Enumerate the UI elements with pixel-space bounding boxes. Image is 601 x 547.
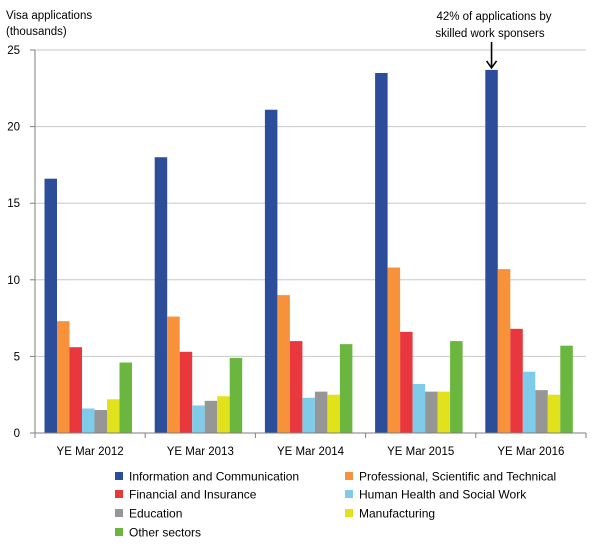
bar-manufacturing-ye-mar-2015	[437, 391, 451, 433]
bar-human-health-and-social-work-ye-mar-2012	[82, 408, 95, 433]
bar-manufacturing-ye-mar-2013	[217, 396, 230, 433]
axes	[30, 49, 587, 438]
x-tick-label-ye-mar-2012: YE Mar 2012	[57, 446, 124, 458]
y-tick-labels: 0 5 10 15 20 25	[7, 45, 20, 440]
y-axis-label-line-2: (thousands)	[6, 26, 67, 38]
bar-manufacturing-ye-mar-2014	[327, 394, 340, 433]
bar-financial-and-insurance-ye-mar-2013	[179, 351, 193, 433]
legend-swatch-professional-scientific-and-technical	[345, 472, 353, 480]
bar-financial-and-insurance-ye-mar-2012	[69, 347, 82, 433]
legend-swatch-human-health-and-social-work	[345, 490, 353, 498]
bar-professional-scientific-and-technical-ye-mar-2012	[57, 321, 70, 433]
bar-information-and-communication-ye-mar-2016	[485, 69, 498, 433]
bar-education-ye-mar-2015	[425, 391, 438, 433]
y-tick-label-15: 15	[7, 198, 20, 210]
bar-education-ye-mar-2013	[204, 400, 218, 433]
bar-manufacturing-ye-mar-2012	[107, 399, 120, 433]
legend-swatch-education	[115, 509, 123, 517]
bar-information-and-communication-ye-mar-2014	[264, 109, 278, 434]
bar-education-ye-mar-2012	[94, 410, 107, 433]
bar-human-health-and-social-work-ye-mar-2013	[192, 405, 205, 433]
y-tick-label-0: 0	[14, 428, 20, 440]
legend-item-financial-and-insurance: Financial and Insurance	[115, 488, 257, 502]
bar-information-and-communication-ye-mar-2015	[375, 72, 388, 433]
bar-human-health-and-social-work-ye-mar-2016	[522, 371, 536, 433]
bar-human-health-and-social-work-ye-mar-2014	[302, 397, 315, 433]
bar-other-sectors-ye-mar-2012	[119, 362, 132, 433]
legend: Information and Communication Professiona…	[115, 470, 556, 540]
legend-swatch-other-sectors	[115, 528, 123, 536]
bar-professional-scientific-and-technical-ye-mar-2013	[167, 316, 180, 433]
legend-item-other-sectors: Other sectors	[115, 526, 201, 540]
bar-professional-scientific-and-technical-ye-mar-2014	[277, 295, 290, 433]
legend-swatch-financial-and-insurance	[115, 490, 123, 498]
bar-other-sectors-ye-mar-2013	[229, 357, 243, 433]
legend-label-professional-scientific-and-technical: Professional, Scientific and Technical	[359, 470, 556, 484]
annotation-text-line-2: skilled work sponsers	[435, 28, 545, 40]
bar-information-and-communication-ye-mar-2012	[44, 178, 57, 433]
x-tick-label-ye-mar-2015: YE Mar 2015	[387, 446, 454, 458]
bar-education-ye-mar-2014	[314, 391, 328, 433]
x-tick-labels: YE Mar 2012 YE Mar 2013 YE Mar 2014 YE Mar …	[57, 446, 565, 458]
legend-label-human-health-and-social-work: Human Health and Social Work	[359, 488, 527, 502]
legend-label-information-and-communication: Information and Communication	[129, 470, 299, 484]
x-tick-label-ye-mar-2013: YE Mar 2013	[167, 446, 234, 458]
bar-other-sectors-ye-mar-2016	[560, 345, 573, 433]
legend-item-manufacturing: Manufacturing	[345, 507, 435, 521]
bar-human-health-and-social-work-ye-mar-2015	[412, 383, 426, 433]
legend-label-education: Education	[129, 507, 182, 521]
x-tick-label-ye-mar-2016: YE Mar 2016	[497, 446, 564, 458]
annotation-arrow-head	[485, 60, 498, 70]
y-tick-label-5: 5	[14, 351, 20, 363]
bar-education-ye-mar-2016	[535, 390, 548, 433]
bar-manufacturing-ye-mar-2016	[547, 394, 561, 433]
bar-information-and-communication-ye-mar-2013	[154, 157, 168, 434]
bars	[44, 69, 573, 434]
y-tick-label-20: 20	[7, 122, 20, 134]
x-tick-label-ye-mar-2014: YE Mar 2014	[277, 446, 345, 458]
bar-financial-and-insurance-ye-mar-2014	[289, 341, 303, 433]
bar-other-sectors-ye-mar-2015	[450, 341, 463, 433]
bar-professional-scientific-and-technical-ye-mar-2016	[497, 269, 511, 433]
legend-label-other-sectors: Other sectors	[129, 526, 201, 540]
bar-professional-scientific-and-technical-ye-mar-2015	[387, 267, 401, 433]
legend-item-information-and-communication: Information and Communication	[115, 470, 299, 484]
bar-financial-and-insurance-ye-mar-2016	[510, 328, 523, 433]
bar-financial-and-insurance-ye-mar-2015	[400, 331, 413, 433]
legend-label-financial-and-insurance: Financial and Insurance	[129, 488, 257, 502]
y-axis-label-line-1: Visa applications	[6, 10, 92, 22]
legend-item-human-health-and-social-work: Human Health and Social Work	[345, 488, 527, 502]
annotation-text-line-1: 42% of applications by	[436, 11, 551, 23]
legend-item-professional-scientific-and-technical: Professional, Scientific and Technical	[345, 470, 556, 484]
legend-swatch-information-and-communication	[115, 472, 123, 480]
y-tick-label-10: 10	[7, 275, 20, 287]
legend-label-manufacturing: Manufacturing	[359, 507, 435, 521]
annotation: 42% of applications by skilled work spon…	[435, 11, 552, 70]
bar-other-sectors-ye-mar-2014	[339, 344, 353, 433]
legend-item-education: Education	[115, 507, 182, 521]
legend-swatch-manufacturing	[345, 509, 353, 517]
y-tick-label-25: 25	[7, 45, 20, 57]
